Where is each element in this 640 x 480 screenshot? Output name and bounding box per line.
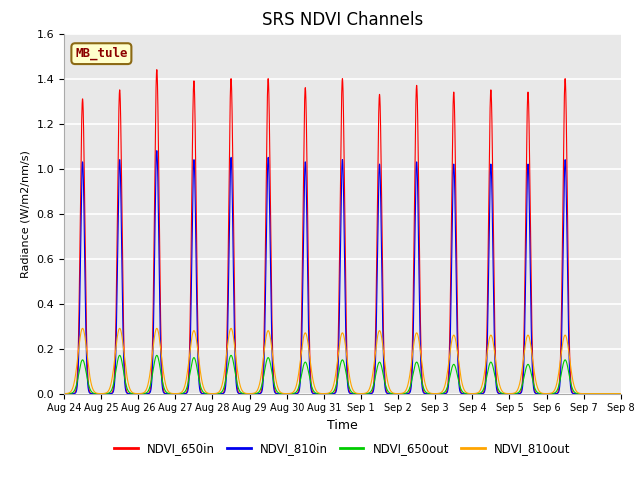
X-axis label: Time: Time [327, 419, 358, 432]
Title: SRS NDVI Channels: SRS NDVI Channels [262, 11, 423, 29]
Legend: NDVI_650in, NDVI_810in, NDVI_650out, NDVI_810out: NDVI_650in, NDVI_810in, NDVI_650out, NDV… [109, 437, 575, 460]
Text: MB_tule: MB_tule [75, 47, 127, 60]
Y-axis label: Radiance (W/m2/nm/s): Radiance (W/m2/nm/s) [21, 150, 31, 277]
